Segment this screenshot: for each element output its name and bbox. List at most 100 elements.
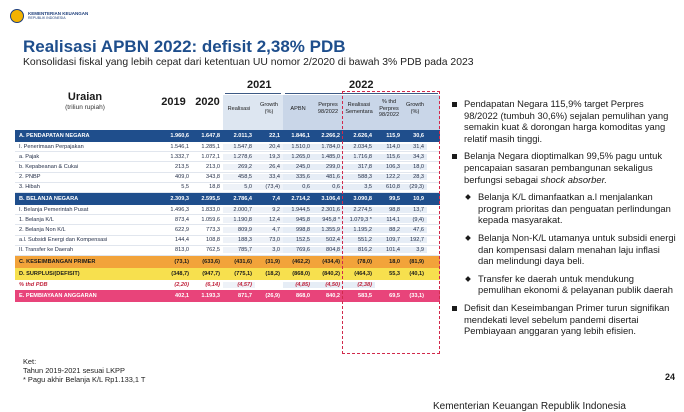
bullet-belanja: Belanja Negara dioptimalkan 99,5% pagu u… xyxy=(450,150,678,185)
row-cell: 109,7 xyxy=(375,237,403,244)
row-cell: 2.011,3 xyxy=(233,133,252,139)
bullet-belanja-emphasis: shock absorber. xyxy=(540,173,607,185)
row-label: D. SURPLUS/(DEFISIT) xyxy=(19,271,80,277)
row-cell: 998,8 xyxy=(283,226,313,233)
row-cell: 1.716,8 xyxy=(343,153,375,160)
header-2020: 2020 xyxy=(195,96,220,108)
table-row: 2. PNBP 409,0 343,8 458,5 33,4 335,6 481,6 588,… xyxy=(15,173,440,183)
row-cell: (29,3) xyxy=(403,184,427,191)
row-cell: 610,8 xyxy=(375,184,403,191)
row-cell: (31,9) xyxy=(265,259,280,265)
line-2021 xyxy=(225,93,281,94)
row-cell: 188,3 xyxy=(223,237,255,244)
notes-line-pagu: * Pagu akhir Belanja K/L Rp1.133,1 T xyxy=(23,375,146,384)
row-cell: 773,3 xyxy=(206,226,220,233)
bullet-belanja-text: Belanja Negara dioptimalkan 99,5% pagu u… xyxy=(464,150,663,185)
row-cell: 73,0 xyxy=(255,237,283,244)
row-cell: 769,6 xyxy=(283,247,313,254)
row-cell: (4,85) xyxy=(283,282,313,289)
row-cell: (73,4) xyxy=(255,184,283,191)
logo-sub: REPUBLIK INDONESIA xyxy=(28,16,66,20)
row-cell: 69,5 xyxy=(389,293,400,300)
table-row: 2. Belanja Non K/L 622,9 773,3 809,9 4,7 998,… xyxy=(15,225,440,236)
row-cell: 1.833,0 xyxy=(201,206,220,213)
table-row: B. BELANJA NEGARA 2.309,3 2.595,5 2.786,4 7,… xyxy=(15,193,440,205)
row-cell: (6,14) xyxy=(205,282,220,289)
row-cell: 1.059,6 xyxy=(201,216,220,223)
group-2021: 2021 xyxy=(247,79,272,91)
row-cell: 99,5 xyxy=(389,196,400,202)
row-cell: 245,0 xyxy=(283,163,313,170)
row-cell: (78,0) xyxy=(357,259,372,265)
row-cell: 1.278,6 xyxy=(223,153,255,160)
row-cell: 481,6 xyxy=(313,174,343,181)
row-cell: 18,0 xyxy=(389,259,400,265)
row-cell: 10,9 xyxy=(413,196,424,202)
row-label: II. Transfer ke Daerah xyxy=(19,247,74,254)
row-cell: 1.944,5 xyxy=(283,206,313,213)
row-cell: 12,4 xyxy=(255,216,283,223)
row-cell: 1.496,3 xyxy=(170,206,189,213)
bullet-defisit: Defisit dan Keseimbangan Primer turun si… xyxy=(450,302,678,337)
row-cell: 871,7 xyxy=(238,293,252,300)
bullet-belanja-nonkl: Belanja Non-K/L utamanya untuk subsidi e… xyxy=(450,232,678,267)
row-label: E. PEMBIAYAAN ANGGARAN xyxy=(19,293,97,300)
table-row: % thd PDB (2,20) (6,14) (4,57) (4,85) (4,50)(… xyxy=(15,280,440,290)
row-cell: (840,2) xyxy=(322,271,340,277)
table-row: D. SURPLUS/(DEFISIT) (348,7) (947,7) (775,1… xyxy=(15,268,440,280)
table-row: I. Penerimaan Perpajakan 1.546,1 1.285,1 1.… xyxy=(15,142,440,153)
row-label: 2. Belanja Non K/L xyxy=(19,226,66,233)
row-cell: 30,6 xyxy=(413,133,424,139)
row-cell: 19,3 xyxy=(255,153,283,160)
row-cell: 18,8 xyxy=(209,184,220,191)
row-label: A. PENDAPATAN NEGARA xyxy=(19,133,90,139)
table-row: 3. Hibah 5,5 18,8 5,0 (73,4) 0,6 0,6 3,5 610,8 (2… xyxy=(15,183,440,193)
header-pct-perpres: % thd Perpres 98/2022 xyxy=(378,99,400,118)
row-cell: 115,6 xyxy=(375,153,403,160)
row-cell: (9,4) xyxy=(403,216,427,223)
row-cell: 622,9 xyxy=(175,226,189,233)
row-cell: (633,6) xyxy=(202,259,220,265)
row-label: C. KESEIMBANGAN PRIMER xyxy=(19,259,96,265)
row-cell: 1.285,1 xyxy=(201,143,220,150)
row-cell: 551,2 xyxy=(343,237,375,244)
row-cell: 88,2 xyxy=(375,226,403,233)
row-cell: 873,4 xyxy=(175,216,189,223)
row-cell: (431,6) xyxy=(234,259,252,265)
row-label: B. BELANJA NEGARA xyxy=(19,196,79,202)
row-cell: 122,2 xyxy=(375,174,403,181)
header-growth-2022: Growth (%) xyxy=(405,102,425,115)
row-cell: 144,4 xyxy=(175,237,189,244)
row-cell: 114,0 xyxy=(375,143,403,150)
table-row: A. PENDAPATAN NEGARA 1.960,6 1.647,8 2.011,… xyxy=(15,130,440,142)
row-cell: 192,7 xyxy=(403,237,427,244)
row-cell: 868,0 xyxy=(296,293,310,300)
row-cell: 115,9 xyxy=(386,133,400,139)
table-row: I. Belanja Pemerintah Pusat 1.496,3 1.833,… xyxy=(15,205,440,216)
row-cell: 9,2 xyxy=(255,206,283,213)
row-label: 2. PNBP xyxy=(19,174,41,181)
row-cell: 5,0 xyxy=(223,184,255,191)
row-cell: 3.106,4 xyxy=(321,196,340,202)
row-cell: 152,5 xyxy=(283,237,313,244)
row-cell: 458,5 xyxy=(223,174,255,181)
row-cell: 2.266,2 xyxy=(321,133,340,139)
header-apbn: APBN xyxy=(290,106,306,112)
notes-heading: Ket: xyxy=(23,357,37,366)
row-cell: 1.195,2 xyxy=(343,226,375,233)
row-cell: 108,8 xyxy=(206,237,220,244)
row-cell: 1.332,7 xyxy=(170,153,189,160)
row-cell: (462,2) xyxy=(292,259,310,265)
emblem-icon xyxy=(10,9,24,23)
row-cell: 1.960,6 xyxy=(170,133,189,139)
row-cell: 1.547,8 xyxy=(223,143,255,150)
row-cell: 3,9 xyxy=(403,247,427,254)
row-cell: 0,6 xyxy=(283,184,313,191)
header-realisasi-2021: Realisasi xyxy=(227,106,251,112)
page-title: Realisasi APBN 2022: defisit 2,38% PDB xyxy=(23,37,346,56)
row-label: 1. Belanja K/L xyxy=(19,216,54,223)
row-cell: 3,5 xyxy=(343,184,375,191)
row-cell: 1.193,3 xyxy=(201,293,220,300)
header-growth-2021: Growth (%) xyxy=(259,102,279,115)
group-2022: 2022 xyxy=(349,79,374,91)
